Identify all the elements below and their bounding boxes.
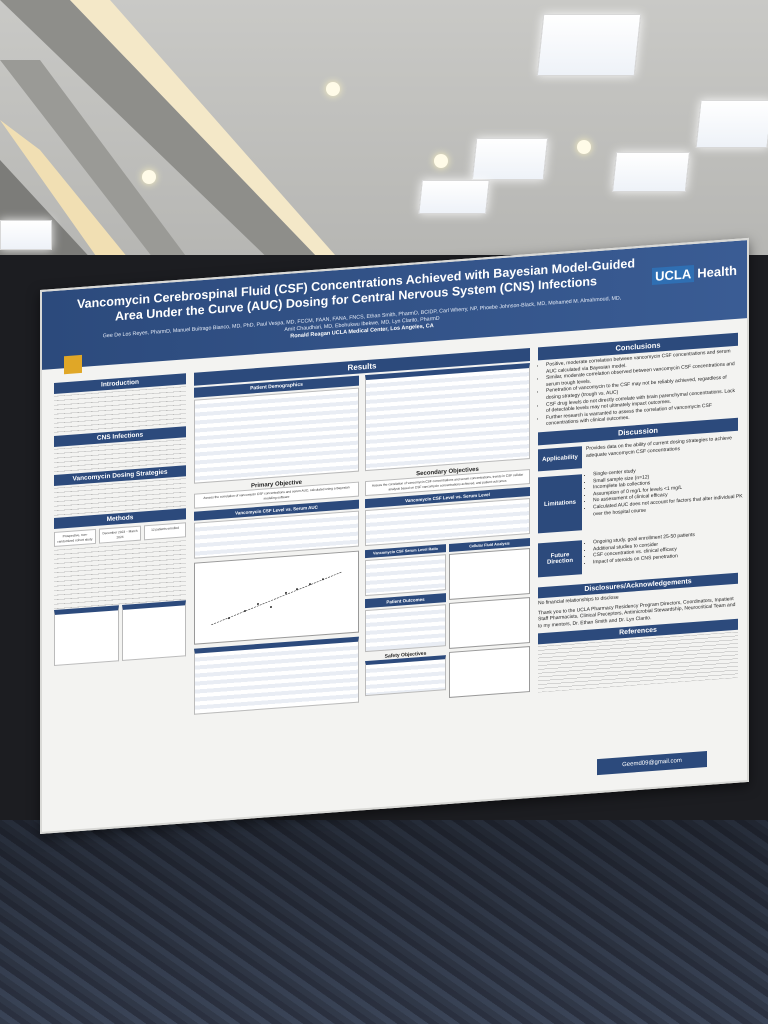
ceiling-beams [0, 0, 335, 290]
criteria-boxes [54, 600, 186, 666]
column-right: Conclusions Positive, moderate correlati… [538, 332, 743, 693]
exclusion-criteria-box [121, 600, 186, 662]
detectable-table [194, 636, 359, 715]
ceiling-spotlight [577, 140, 591, 154]
ceiling-light [695, 100, 768, 148]
research-poster: Vancomycin Cerebrospinal Fluid (CSF) Con… [40, 237, 749, 834]
protein-plot [449, 597, 530, 649]
email-contact: Geemd09@gmail.com [597, 751, 707, 776]
applicability-label: Applicability [538, 446, 582, 472]
logo-ucla: UCLA [652, 264, 695, 286]
cellular-block: Cellular Fluid Analysis [449, 538, 530, 698]
ceiling-light [418, 180, 490, 214]
ceiling-spotlight [434, 154, 448, 168]
safety-table [365, 655, 446, 697]
methods-box: 12 patients enrolled [144, 522, 186, 541]
methods-box: December 2023 – March 2024 [99, 525, 141, 544]
ucla-health-logo: UCLA Health [652, 262, 737, 286]
inclusion-criteria-box [54, 605, 119, 666]
discussion-grid: Applicability Provides data on the abili… [538, 433, 743, 588]
ratio-block: Vancomycin CSF Serum Level Ratio Patient… [365, 544, 446, 704]
ceiling-light [536, 14, 642, 76]
limitations-list: Single-center study Small sample size (n… [586, 460, 743, 518]
ceiling-light [471, 138, 549, 180]
demographics-table [194, 387, 359, 484]
carpet-floor [0, 820, 768, 1024]
logo-health: Health [697, 262, 737, 281]
ceiling-spotlight [142, 170, 156, 184]
ceiling-light [0, 220, 52, 250]
trendline [211, 571, 342, 626]
column-left: Introduction CNS Infections Vancomycin D… [54, 373, 186, 666]
future-list: Ongoing study, goal enrollment 25-50 pat… [586, 528, 743, 566]
results-grid: Patient Demographics Primary Objective A… [194, 363, 530, 717]
ratio-table [365, 554, 446, 597]
outcomes-table [365, 604, 446, 653]
future-direction-label: Future Direction [538, 540, 582, 578]
results-right: Secondary Objectives Assess the correlat… [365, 363, 530, 704]
column-results: Results Patient Demographics Primary Obj… [194, 348, 530, 717]
results-left: Patient Demographics Primary Objective A… [194, 375, 359, 717]
conclusions-list: Positive, moderate correlation between v… [538, 348, 738, 429]
methods-box: Prospective, non-randomized cohort study [54, 528, 96, 547]
gold-accent [64, 354, 82, 375]
carpet-shadow [0, 820, 768, 1024]
scatter-plot-csf-vs-auc [194, 550, 359, 645]
wbc-plot [449, 548, 530, 600]
patient-cases-table [365, 363, 530, 472]
ceiling-light [611, 152, 691, 192]
limitations-label: Limitations [538, 474, 582, 534]
glucose-plot [449, 646, 530, 698]
methods-text-block [54, 540, 186, 610]
ratio-and-cell-row: Vancomycin CSF Serum Level Ratio Patient… [365, 538, 530, 704]
ceiling-spotlight [326, 82, 340, 96]
